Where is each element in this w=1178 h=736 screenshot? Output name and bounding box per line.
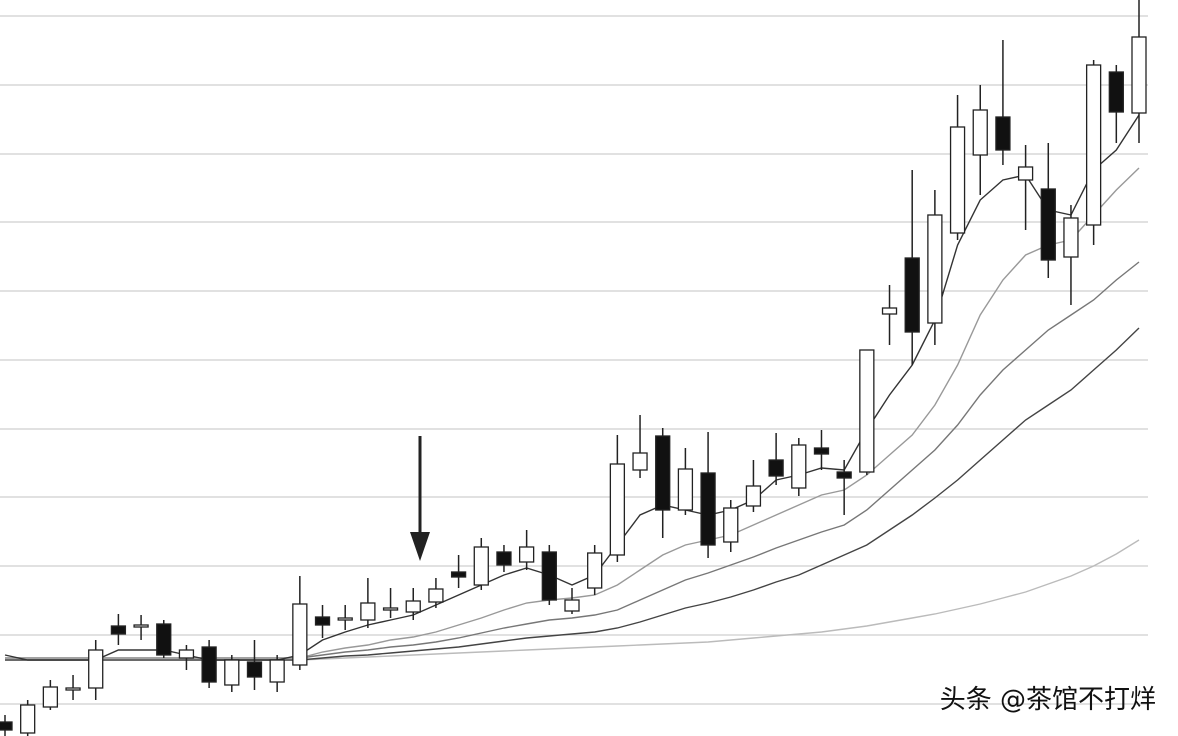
candle-body [201, 646, 217, 683]
candle-body [20, 704, 36, 734]
candle-body [836, 471, 852, 479]
candle-body [405, 600, 421, 613]
candle-body [791, 444, 807, 489]
arrow-head [410, 532, 430, 561]
candle-body [133, 624, 149, 628]
candle-body [587, 552, 603, 589]
candle-body [292, 603, 308, 666]
candle-body [677, 468, 694, 511]
candle-body [473, 546, 489, 586]
candle-body [1017, 166, 1034, 181]
watermark: 头条 @茶馆不打烊 [940, 685, 1156, 715]
candle-body [609, 463, 626, 556]
candle-body [0, 721, 13, 731]
candle-body [927, 214, 943, 324]
candle-body [881, 307, 898, 315]
candle-body [1131, 36, 1147, 114]
candle-body [65, 687, 81, 691]
candle-body [110, 625, 127, 635]
candle-body [88, 649, 104, 689]
candle-body [269, 659, 285, 683]
candle-body [1108, 71, 1124, 113]
candle-body [655, 435, 671, 511]
candle-body [700, 472, 716, 546]
candle-body [541, 551, 557, 601]
candle-body [42, 686, 59, 708]
candle-body [496, 551, 512, 566]
candle-body [723, 507, 739, 543]
candle-body [450, 571, 467, 578]
candle-body [904, 257, 920, 333]
candles [0, 0, 1147, 736]
candle-body [972, 109, 988, 156]
candle-body [1085, 64, 1102, 226]
candle-body [1040, 188, 1056, 261]
candle-body [224, 659, 240, 686]
candle-body [382, 607, 399, 611]
ma-line [5, 327, 1140, 661]
candle-body [360, 602, 376, 621]
grid [0, 15, 1148, 705]
candle-body [564, 599, 580, 612]
candle-body [246, 661, 263, 678]
candle-body [768, 459, 784, 477]
candle-body [745, 485, 762, 507]
candle-body [156, 623, 172, 656]
candle-body [428, 588, 444, 603]
candle-body [995, 116, 1011, 151]
candle-body [949, 126, 966, 234]
moving-averages [4, 114, 1140, 661]
candle-body [813, 447, 830, 455]
candle-body [1063, 217, 1079, 258]
candle-body [337, 617, 353, 621]
candle-body [859, 349, 875, 473]
candle-body [314, 616, 331, 626]
candle-body [518, 546, 535, 563]
ma-line [4, 114, 1140, 661]
arrow [410, 436, 430, 561]
candle-body [178, 649, 195, 659]
candle-body [632, 452, 648, 471]
